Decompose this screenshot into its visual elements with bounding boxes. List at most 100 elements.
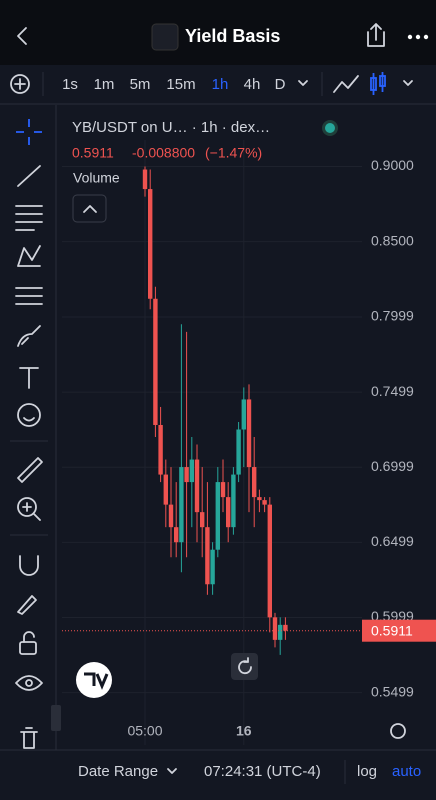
lock-drawing-tool[interactable]: [17, 595, 37, 615]
settings-button[interactable]: [390, 723, 406, 739]
candle-body: [205, 527, 210, 585]
candle-body: [184, 467, 189, 483]
fib-tool[interactable]: [15, 205, 43, 231]
add-icon: [14, 78, 26, 90]
candle-body: [283, 624, 288, 631]
date-range[interactable]: Date Range: [78, 763, 158, 780]
candle-body: [257, 497, 262, 501]
reset-icon: [238, 657, 252, 675]
candle-body: [189, 459, 194, 483]
lock-shackle: [23, 631, 35, 643]
candle-body: [153, 298, 158, 425]
share-button[interactable]: [367, 23, 385, 47]
header-bar: [0, 0, 436, 65]
reset-button[interactable]: [231, 653, 258, 680]
candle-body: [246, 399, 252, 468]
y-tick-label: 0.6999: [371, 458, 414, 474]
candle-body: [267, 504, 272, 618]
candle-body: [215, 482, 220, 550]
last-price-label: 0.5911: [371, 622, 413, 638]
intervals: 1s 1m 5m 15m 1h 4h D: [62, 76, 286, 93]
page-title: Yield Basis: [185, 26, 280, 46]
candle-body: [241, 399, 246, 430]
line-chart-button[interactable]: [333, 75, 359, 93]
interval-button[interactable]: 1m: [94, 76, 115, 93]
interval-button[interactable]: 4h: [244, 76, 261, 93]
collapse-legend[interactable]: [72, 194, 107, 223]
chart-symbol: YB/USDT on U… · 1h · dex…: [72, 119, 270, 136]
candle-body: [163, 474, 168, 505]
interval-dropdown[interactable]: [298, 80, 308, 86]
smile: [23, 417, 35, 422]
candle-body: [148, 189, 153, 299]
sidebar-collapse[interactable]: [51, 705, 61, 731]
candle-body: [158, 424, 163, 475]
text-tool[interactable]: [19, 367, 39, 389]
date-range-dropdown: [167, 768, 177, 774]
y-tick-label: 0.5499: [371, 683, 414, 699]
candle-body: [142, 169, 148, 190]
pattern-tool[interactable]: [17, 245, 41, 267]
token-icon: [151, 23, 179, 51]
candle-body: [194, 459, 200, 513]
candle-body: [252, 467, 257, 498]
interval-button[interactable]: 1s: [62, 76, 78, 93]
visibility-tool[interactable]: [15, 675, 43, 691]
chart-type-dropdown[interactable]: [403, 80, 413, 86]
candle-body: [168, 504, 174, 528]
y-tick-label: 0.7499: [371, 383, 414, 399]
crosshair-tool[interactable]: [16, 119, 42, 145]
add-button[interactable]: [10, 74, 30, 94]
y-tick-label: 0.7999: [371, 308, 414, 324]
candle-body: [200, 512, 205, 528]
candle-body: [210, 549, 215, 585]
chevron: [83, 205, 97, 213]
last-price-box: [362, 619, 436, 642]
zoom-tool[interactable]: [17, 497, 37, 517]
y-tick-label: 0.6499: [371, 533, 414, 549]
candle-body: [262, 500, 267, 505]
delete-tool[interactable]: [20, 727, 38, 749]
x-tick-label: 05:00: [127, 723, 162, 739]
clock: 07:24:31 (UTC-4): [204, 763, 321, 780]
projection-tool[interactable]: [15, 287, 43, 305]
interval-button[interactable]: 1h: [212, 76, 229, 93]
candle-body: [278, 624, 283, 640]
toolbar: [0, 65, 436, 105]
zoom-icon: [22, 502, 41, 521]
y-tick-label: 0.8500: [371, 232, 414, 248]
brush-tool[interactable]: [17, 325, 41, 347]
interval-button[interactable]: 5m: [130, 76, 151, 93]
legend-change: -0.008800: [132, 145, 195, 161]
more-button[interactable]: [407, 34, 429, 40]
chart: 0.9000 0.8500 0.7999 0.7499 0.6999 0.6499 0.59…: [62, 140, 436, 745]
candle-body: [226, 497, 231, 528]
tv-mark: [84, 672, 109, 690]
magnet-tool[interactable]: [19, 555, 39, 576]
back-button[interactable]: [17, 27, 27, 45]
legend-change-pct: (−1.47%): [205, 145, 262, 161]
legend-price: 0.5911: [72, 145, 114, 161]
status-dot: [325, 123, 335, 133]
lock-tool[interactable]: [19, 641, 37, 655]
interval-button[interactable]: D: [275, 76, 286, 93]
eye: [25, 679, 33, 687]
candle-body: [179, 467, 184, 543]
candle-body: [236, 429, 241, 475]
candle-body: [174, 527, 179, 543]
candle-body: [220, 482, 226, 498]
y-tick-label: 0.9000: [371, 157, 414, 173]
candle-body: [272, 617, 278, 640]
auto-toggle[interactable]: auto: [392, 763, 421, 780]
interval-button[interactable]: 15m: [166, 76, 195, 93]
x-tick-label: 16: [236, 723, 252, 739]
ruler-tool[interactable]: [17, 457, 43, 483]
candle-body: [231, 474, 236, 528]
emoji-tool[interactable]: [17, 403, 41, 427]
candle-chart-button[interactable]: [370, 72, 386, 95]
trendline-tool[interactable]: [17, 165, 41, 187]
log-toggle[interactable]: log: [357, 763, 377, 780]
